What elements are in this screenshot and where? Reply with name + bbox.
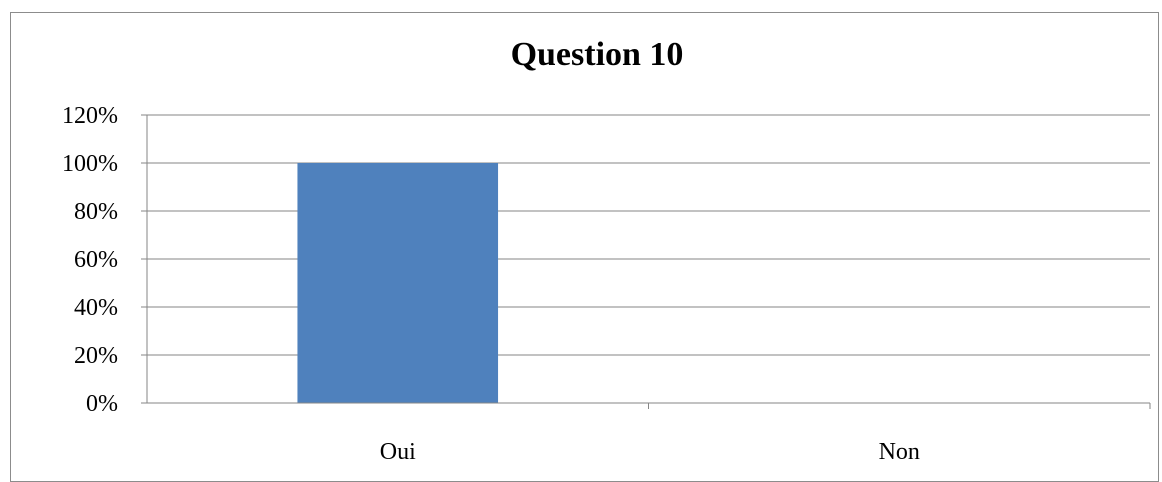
y-tick-label: 100% [62,151,118,177]
bars [297,163,499,403]
y-axis-tick-labels: 0% 20% 40% 60% 80% 100% 120% [62,103,118,417]
y-tick-label: 60% [74,247,118,273]
chart-svg: Question 10 0% 20% 40% 60% 80% 100% 120% Oui No… [62,36,1151,465]
y-tick-label: 40% [74,295,118,321]
x-axis-tick-labels: Oui Non [380,439,920,465]
y-tick-label: 0% [86,391,118,417]
x-tick-label: Non [879,439,920,465]
y-tick-label: 80% [74,199,118,225]
y-tick-label: 120% [62,103,118,129]
x-tick-label: Oui [380,439,416,465]
y-tick-label: 20% [74,343,118,369]
bar-oui [297,163,499,403]
axes [141,114,1151,409]
chart-title: Question 10 [511,36,684,73]
chart-frame [10,12,1159,482]
